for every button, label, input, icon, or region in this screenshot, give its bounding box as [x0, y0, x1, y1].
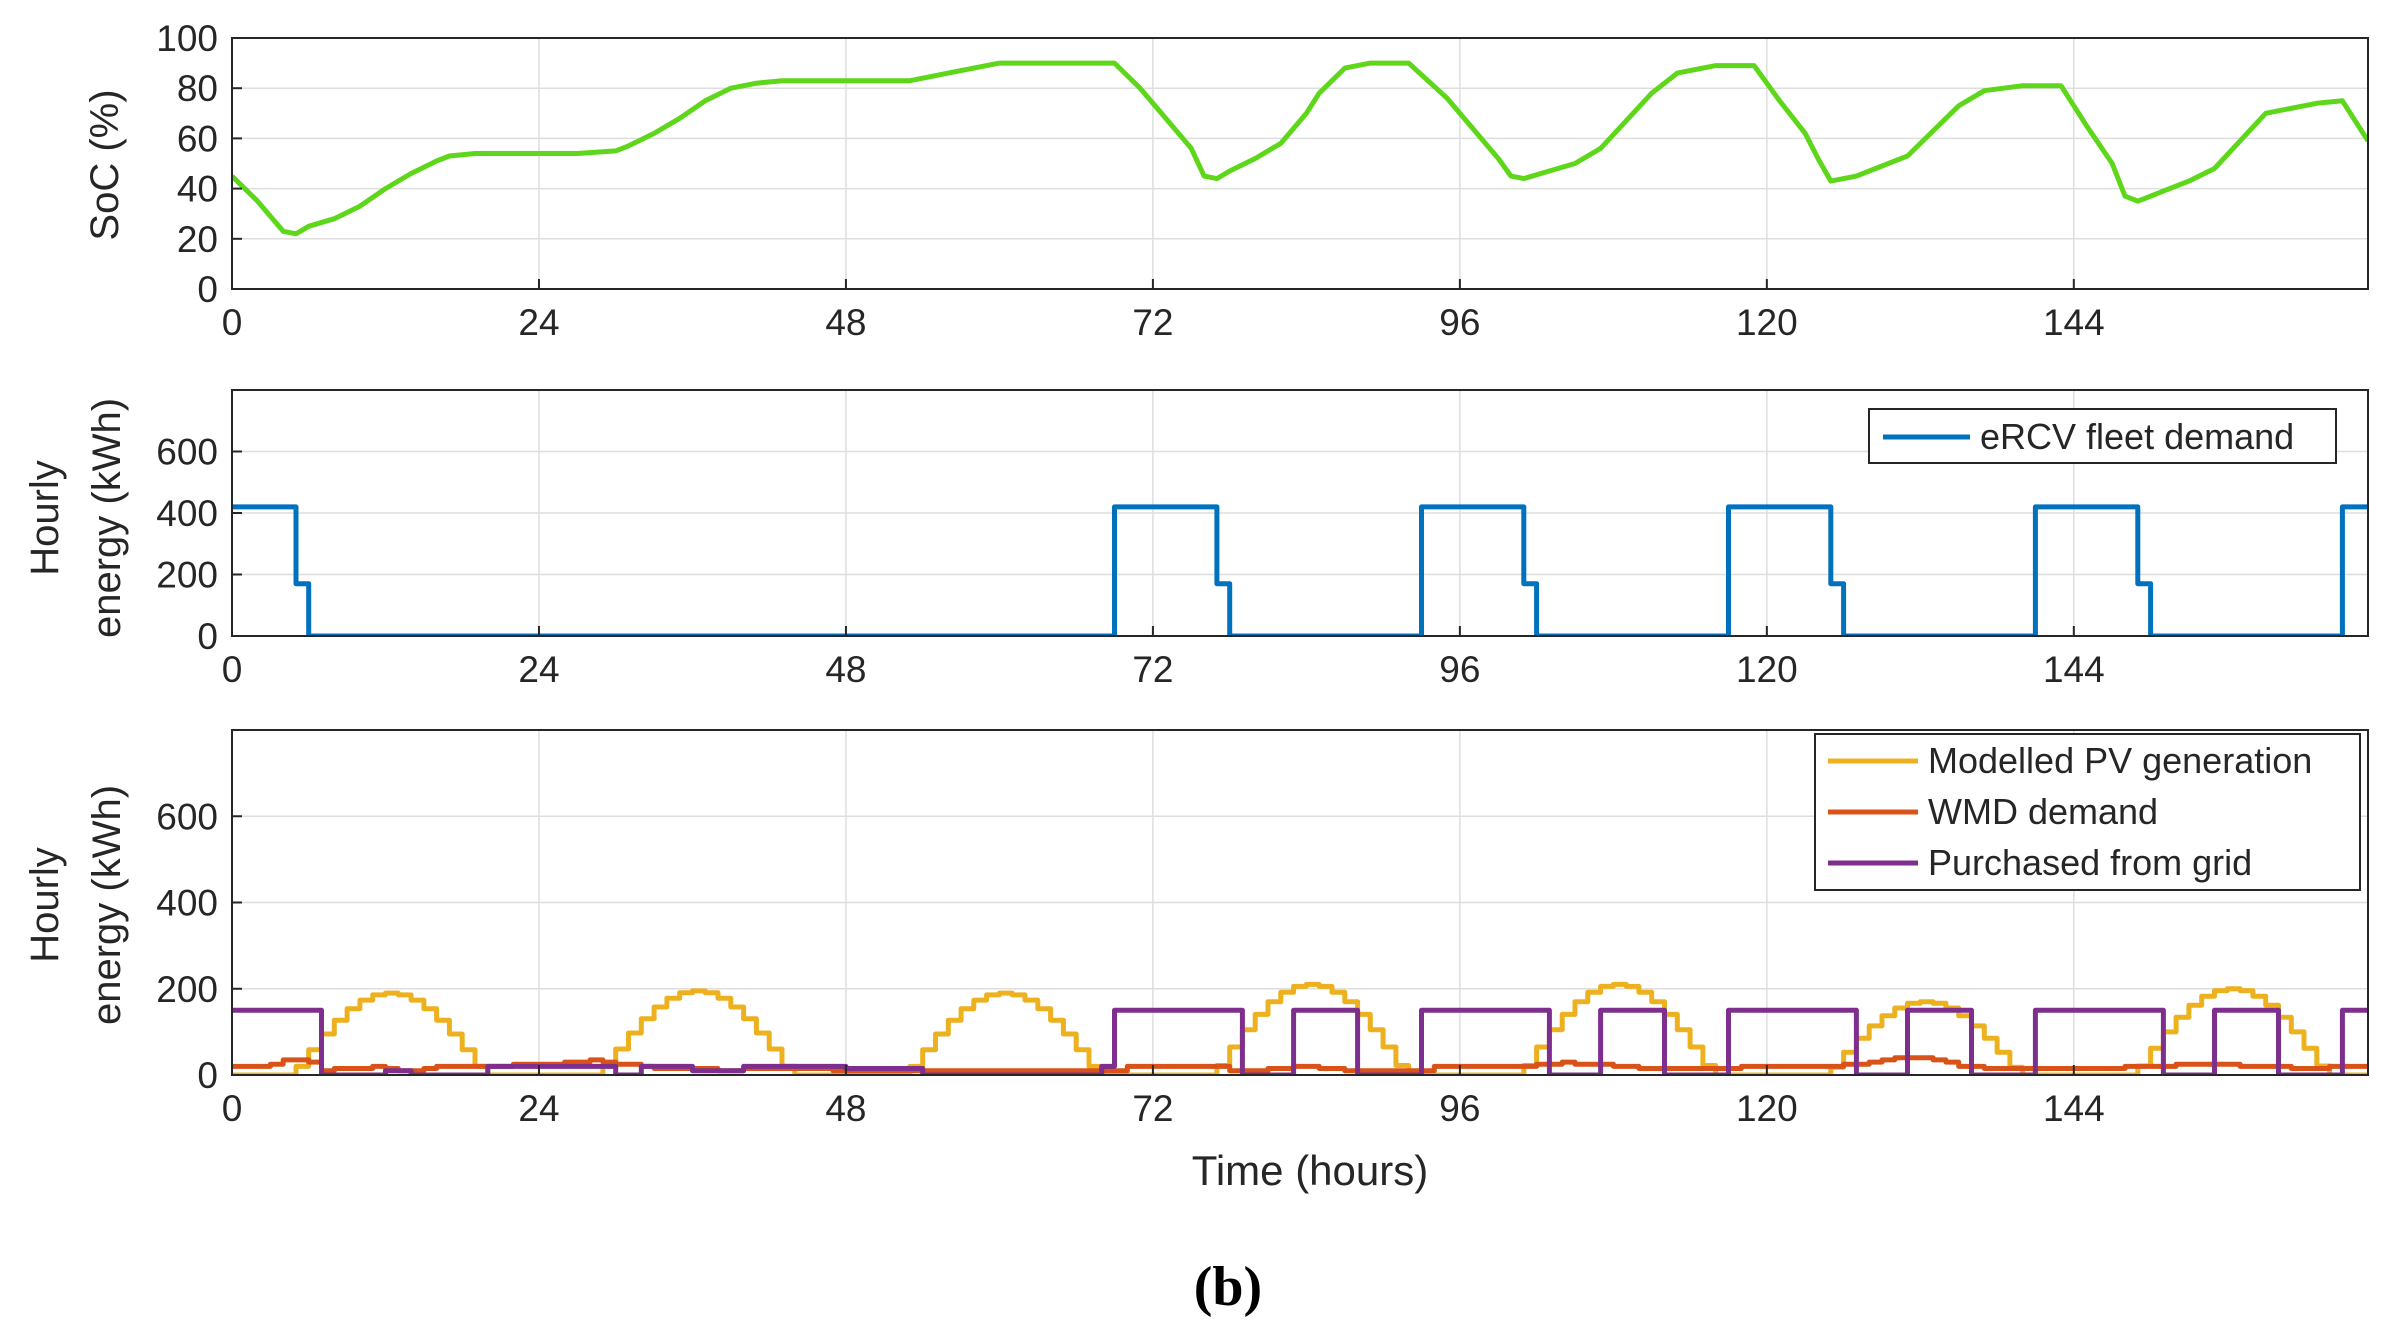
- ercv-x-tick-label: 24: [518, 649, 559, 690]
- soc-y-tick-label: 60: [177, 118, 218, 159]
- soc-series-soc: [232, 60, 2368, 237]
- ercv-y-tick-label: 0: [197, 616, 218, 657]
- soc-x-tick-label: 48: [825, 302, 866, 343]
- energy-x-tick-label: 96: [1439, 1088, 1480, 1129]
- legend-label-wmd: WMD demand: [1928, 791, 2158, 832]
- energy-x-tick-label: 144: [2043, 1088, 2105, 1129]
- legend-label-grid: Purchased from grid: [1928, 842, 2252, 883]
- energy-y-tick-label: 0: [197, 1055, 218, 1096]
- energy-y-axis-label-line1: Hourly: [23, 847, 67, 963]
- ercv-y-tick-label: 200: [156, 555, 218, 596]
- energy-legend: Modelled PV generation WMD demand Purcha…: [1814, 733, 2361, 891]
- ercv-y-tick-label: 600: [156, 432, 218, 473]
- soc-x-tick-label: 0: [222, 302, 243, 343]
- legend-label-ercv: eRCV fleet demand: [1980, 416, 2294, 457]
- energy-x-tick-label: 0: [222, 1088, 243, 1129]
- ercv-x-tick-label: 48: [825, 649, 866, 690]
- soc-x-tick-label: 144: [2043, 302, 2105, 343]
- energy-x-tick-label: 120: [1736, 1088, 1798, 1129]
- soc-panel: 0 24 48 72 96 120 144 0 20 40 60 80 100 SoC (%): [83, 18, 2369, 343]
- energy-x-tick-label: 72: [1132, 1088, 1173, 1129]
- soc-x-tick-label: 96: [1439, 302, 1480, 343]
- ercv-panel: 0 24 48 72 96 120 144 0 200 400 600 Hourly energy (k…: [23, 389, 2369, 690]
- soc-y-tick-label: 40: [177, 169, 218, 210]
- ercv-series-ercv-fleet-demand: [232, 504, 2368, 636]
- ercv-y-tick-label: 400: [156, 493, 218, 534]
- soc-y-axis-label: SoC (%): [83, 89, 127, 240]
- soc-axes-frame: [231, 37, 2369, 290]
- soc-y-tick-label: 20: [177, 219, 218, 260]
- energy-y-tick-label: 400: [156, 883, 218, 924]
- energy-x-tick-label: 48: [825, 1088, 866, 1129]
- soc-x-tick-label: 24: [518, 302, 559, 343]
- ercv-legend: eRCV fleet demand: [1868, 408, 2337, 464]
- soc-x-tick-label: 72: [1132, 302, 1173, 343]
- energy-x-tick-label: 24: [518, 1088, 559, 1129]
- ercv-x-tick-label: 120: [1736, 649, 1798, 690]
- soc-x-tick-label: 120: [1736, 302, 1798, 343]
- ercv-x-tick-label: 144: [2043, 649, 2105, 690]
- soc-y-tick-label: 80: [177, 68, 218, 109]
- ercv-x-tick-label: 0: [222, 649, 243, 690]
- x-axis-label: Time (hours): [1192, 1147, 1428, 1194]
- ercv-y-axis-label-line2: energy (kWh): [85, 398, 129, 638]
- soc-y-tick-label: 100: [156, 18, 218, 59]
- energy-y-tick-label: 600: [156, 796, 218, 837]
- legend-label-pv: Modelled PV generation: [1928, 740, 2312, 781]
- soc-y-tick-label: 0: [197, 269, 218, 310]
- figure-caption: (b): [1194, 1256, 1262, 1318]
- energy-series-purchased-from-grid: [232, 1007, 2368, 1075]
- energy-y-axis-label-line2: energy (kWh): [85, 785, 129, 1025]
- energy-panel: 0 24 48 72 96 120 144 0 200 400 600 Hourly energy (k…: [23, 729, 2369, 1194]
- ercv-x-tick-label: 96: [1439, 649, 1480, 690]
- ercv-y-axis-label-line1: Hourly: [23, 460, 67, 576]
- energy-y-tick-label: 200: [156, 969, 218, 1010]
- ercv-x-tick-label: 72: [1132, 649, 1173, 690]
